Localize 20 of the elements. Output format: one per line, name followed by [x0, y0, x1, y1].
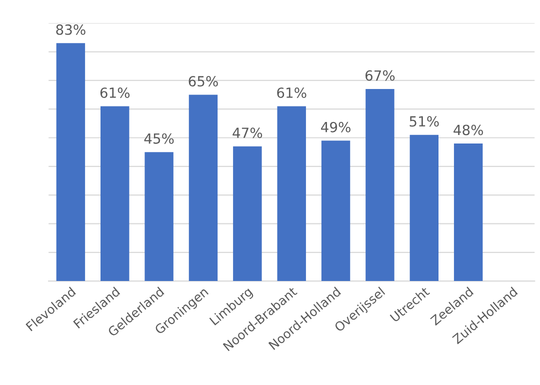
bar [56, 43, 86, 282]
data-label: 45% [144, 133, 174, 144]
data-label: 67% [366, 70, 395, 81]
bar [366, 89, 394, 282]
bar [233, 146, 262, 282]
bar [144, 152, 174, 282]
bar [277, 106, 306, 282]
data-label: 61% [277, 87, 306, 98]
data-label: 47% [232, 128, 262, 138]
bar [410, 134, 439, 282]
bar [454, 143, 483, 282]
data-label: 49% [321, 122, 350, 132]
data-label: 65% [188, 76, 218, 87]
data-label: 83% [56, 24, 86, 35]
data-label: 61% [100, 87, 130, 98]
bar [100, 106, 130, 282]
bar [188, 94, 218, 282]
data-label: 48% [454, 124, 483, 136]
bar [321, 140, 350, 282]
data-label: 51% [410, 116, 439, 127]
